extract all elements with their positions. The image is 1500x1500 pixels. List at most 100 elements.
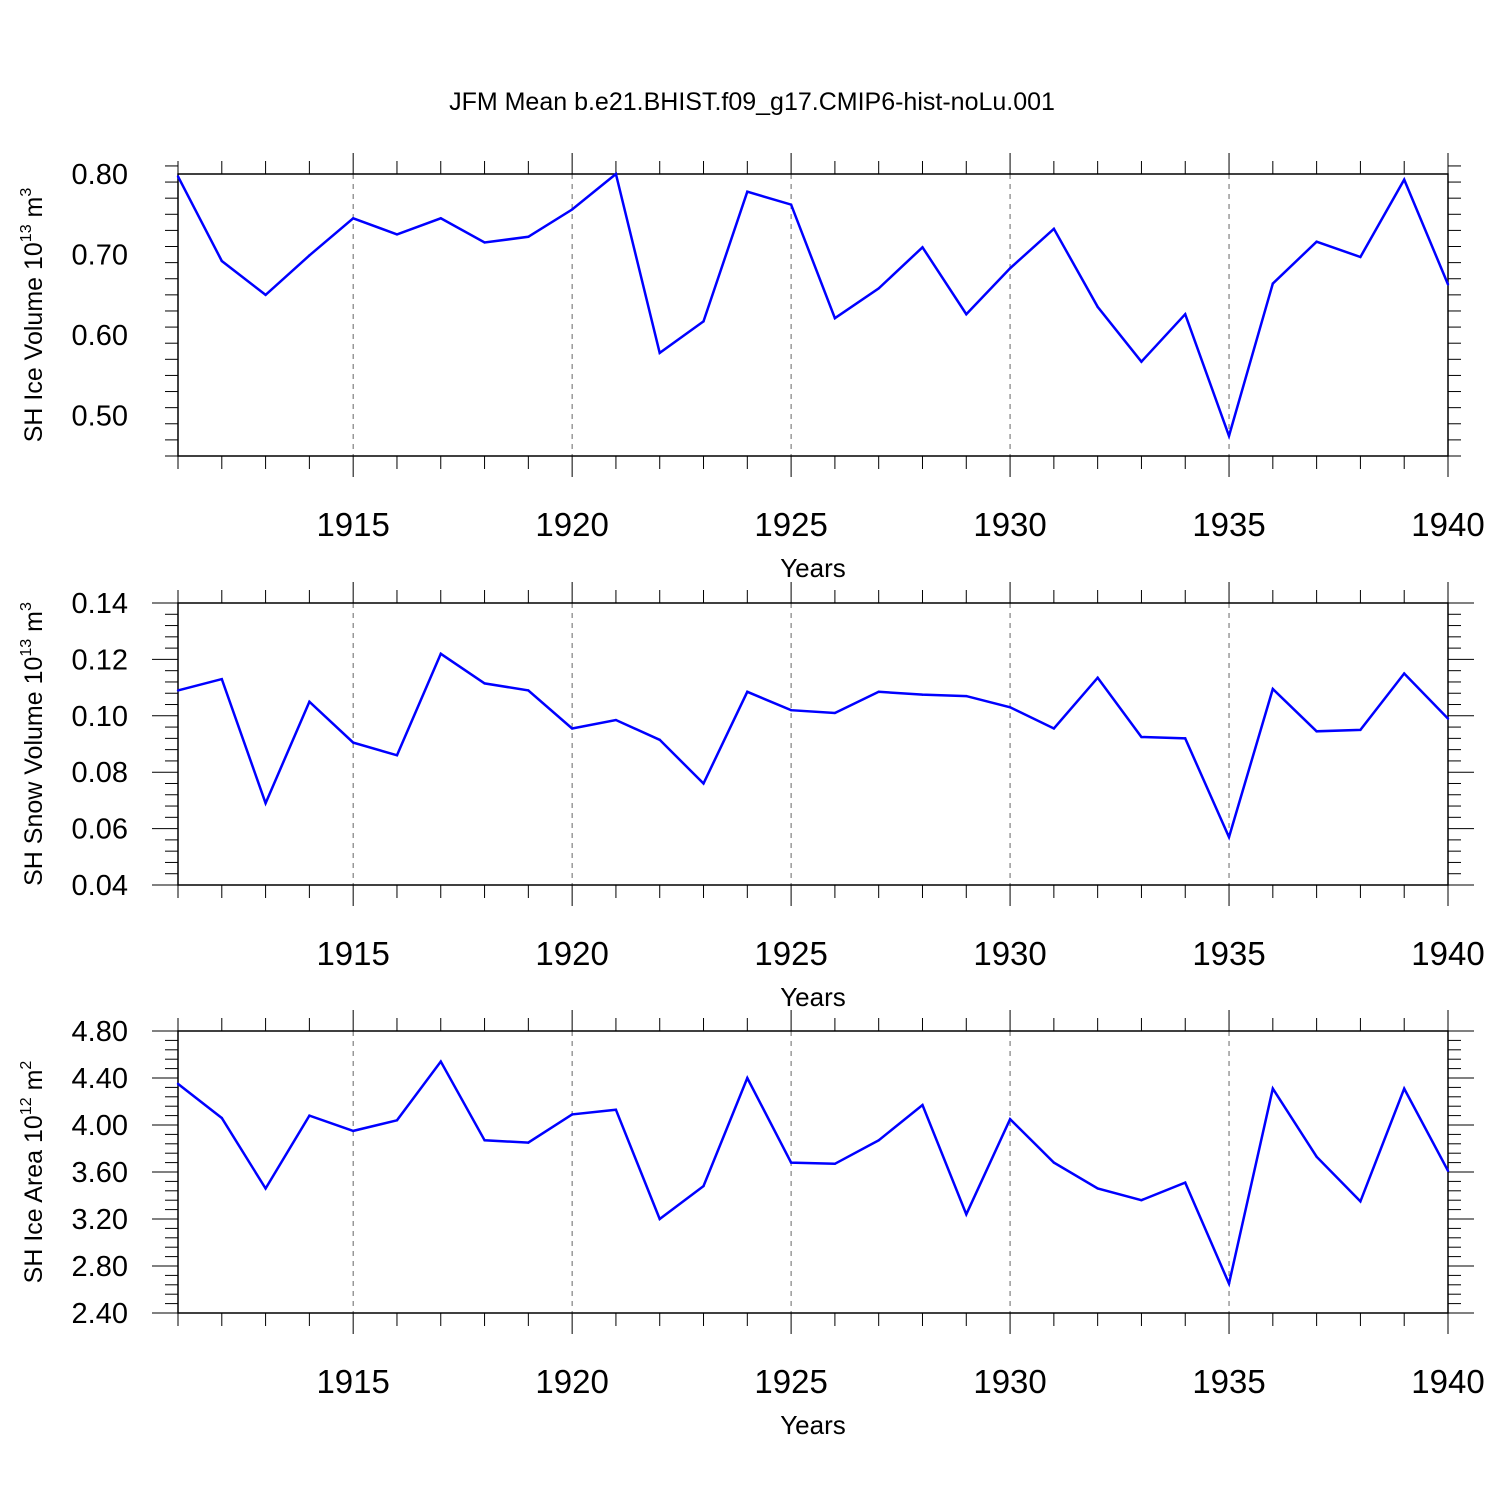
y-tick-label: 0.04	[72, 870, 128, 902]
data-point-1934	[1184, 737, 1187, 740]
series-line	[177, 651, 1449, 841]
data-point-1923	[702, 320, 705, 323]
data-point-1917	[439, 217, 442, 220]
data-point-1931	[1052, 227, 1056, 230]
data-point-1922	[658, 738, 661, 741]
data-point-1938	[1359, 255, 1362, 259]
x-tick-label: 1940	[1411, 506, 1484, 543]
data-point-1939	[1403, 178, 1406, 181]
y-axis-label: SH Ice Area 1012 m2	[18, 1061, 48, 1284]
y-tick-label: 4.00	[72, 1110, 128, 1142]
data-point-1920	[570, 208, 574, 211]
data-point-1914	[308, 700, 311, 703]
data-point-1932	[1096, 676, 1099, 679]
x-tick-label: 1915	[316, 506, 389, 543]
x-tick-label: 1930	[973, 935, 1046, 972]
data-point-1939	[1403, 1087, 1406, 1090]
data-point-1916	[395, 233, 399, 236]
data-point-1926	[833, 1162, 837, 1165]
data-point-1914	[308, 254, 311, 257]
data-point-1931	[1052, 727, 1056, 730]
data-point-1933	[1140, 735, 1143, 739]
y-tick-label: 0.60	[72, 320, 128, 352]
data-point-1940	[1446, 1169, 1450, 1173]
data-point-1924	[746, 1076, 749, 1080]
y-tick-label: 0.70	[72, 240, 128, 272]
data-point-1925	[789, 1161, 793, 1164]
data-point-1912	[220, 1116, 223, 1120]
series-line	[176, 171, 1450, 440]
x-tick-label: 1925	[754, 935, 827, 972]
y-axis-label-main: SH Snow Volume 10	[20, 657, 48, 886]
data-point-1935	[1227, 1282, 1231, 1285]
chart-title: JFM Mean b.e21.BHIST.f09_g17.CMIP6-hist-…	[449, 88, 1055, 116]
data-point-1930	[1008, 706, 1012, 709]
y-tick-label: 3.60	[72, 1157, 128, 1189]
data-point-1933	[1140, 1199, 1143, 1202]
y-tick-label: 2.80	[72, 1251, 128, 1283]
data-point-1917	[439, 652, 442, 655]
y-axis-label-exponent: 12	[18, 1097, 35, 1115]
plot-frame	[177, 173, 1449, 457]
data-point-1919	[527, 1141, 530, 1144]
data-point-1929	[965, 1213, 968, 1216]
chart-panels: 0.50 0.60 0.70 0.80 1915 1920 1925 1930 1935 1940…	[18, 153, 1485, 1440]
data-point-1927	[877, 690, 880, 694]
data-point-1934	[1184, 312, 1187, 316]
y-tick-label: 0.50	[72, 401, 128, 433]
data-point-1917	[439, 1060, 442, 1063]
data-point-1928	[921, 693, 924, 696]
data-point-1914	[308, 1114, 311, 1117]
data-point-1938	[1359, 728, 1362, 732]
y-axis-label-unit: m	[20, 197, 48, 225]
y-axis-label-unit: m	[20, 1070, 48, 1098]
data-point-1936	[1271, 282, 1275, 285]
data-point-1929	[965, 312, 968, 316]
data-point-1932	[1096, 305, 1099, 309]
data-point-1913	[264, 293, 267, 297]
series-line	[177, 1059, 1450, 1288]
data-point-1930	[1008, 1117, 1012, 1121]
x-tick-label: 1935	[1192, 506, 1265, 543]
data-point-1926	[833, 711, 837, 715]
y-tick-label: 2.40	[72, 1298, 128, 1330]
data-point-1918	[483, 241, 486, 244]
data-point-1935	[1227, 434, 1231, 438]
data-point-1935	[1227, 835, 1231, 839]
data-point-1915	[351, 217, 355, 220]
y-axis-label-unit: m	[20, 611, 48, 639]
data-point-1928	[921, 1103, 924, 1107]
y-tick-label: 4.80	[72, 1016, 128, 1048]
data-point-1912	[220, 259, 223, 263]
y-tick-label: 0.80	[72, 159, 128, 191]
data-point-1918	[483, 1139, 486, 1142]
x-tick-label: 1935	[1192, 1363, 1265, 1400]
data-point-1925	[789, 708, 793, 712]
data-point-1922	[658, 1217, 661, 1221]
y-tick-label: 0.08	[72, 757, 128, 789]
y-axis-label: SH Ice Volume 1013 m3	[18, 188, 48, 443]
data-point-1915	[351, 741, 355, 744]
data-point-1940	[1446, 283, 1450, 286]
y-axis-label-unit-exponent: 2	[18, 1061, 35, 1070]
y-axis-label-exponent: 13	[18, 224, 35, 242]
data-point-1919	[527, 689, 530, 692]
panel-1: 0.50 0.60 0.70 0.80 1915 1920 1925 1930 1935 1940…	[18, 153, 1485, 583]
data-point-1924	[746, 190, 749, 193]
data-point-1937	[1315, 1155, 1318, 1158]
data-point-1936	[1271, 687, 1275, 691]
data-point-1930	[1008, 267, 1012, 270]
x-axis-label: Years	[780, 1410, 846, 1440]
x-tick-label: 1915	[316, 935, 389, 972]
panel-3: 2.40 2.80 3.20 3.60 4.00 4.40 4.80 1915 1920 1925…	[18, 1010, 1485, 1440]
x-tick-label: 1920	[535, 1363, 608, 1400]
plot-frame	[177, 602, 1449, 886]
data-point-1922	[658, 351, 661, 355]
x-tick-label: 1925	[754, 506, 827, 543]
y-tick-label: 4.40	[72, 1063, 128, 1095]
data-point-1924	[746, 690, 749, 694]
data-point-1936	[1271, 1087, 1275, 1090]
y-axis-label-exponent: 13	[18, 639, 35, 657]
data-point-1927	[877, 287, 880, 290]
y-tick-label: 0.06	[72, 814, 128, 846]
